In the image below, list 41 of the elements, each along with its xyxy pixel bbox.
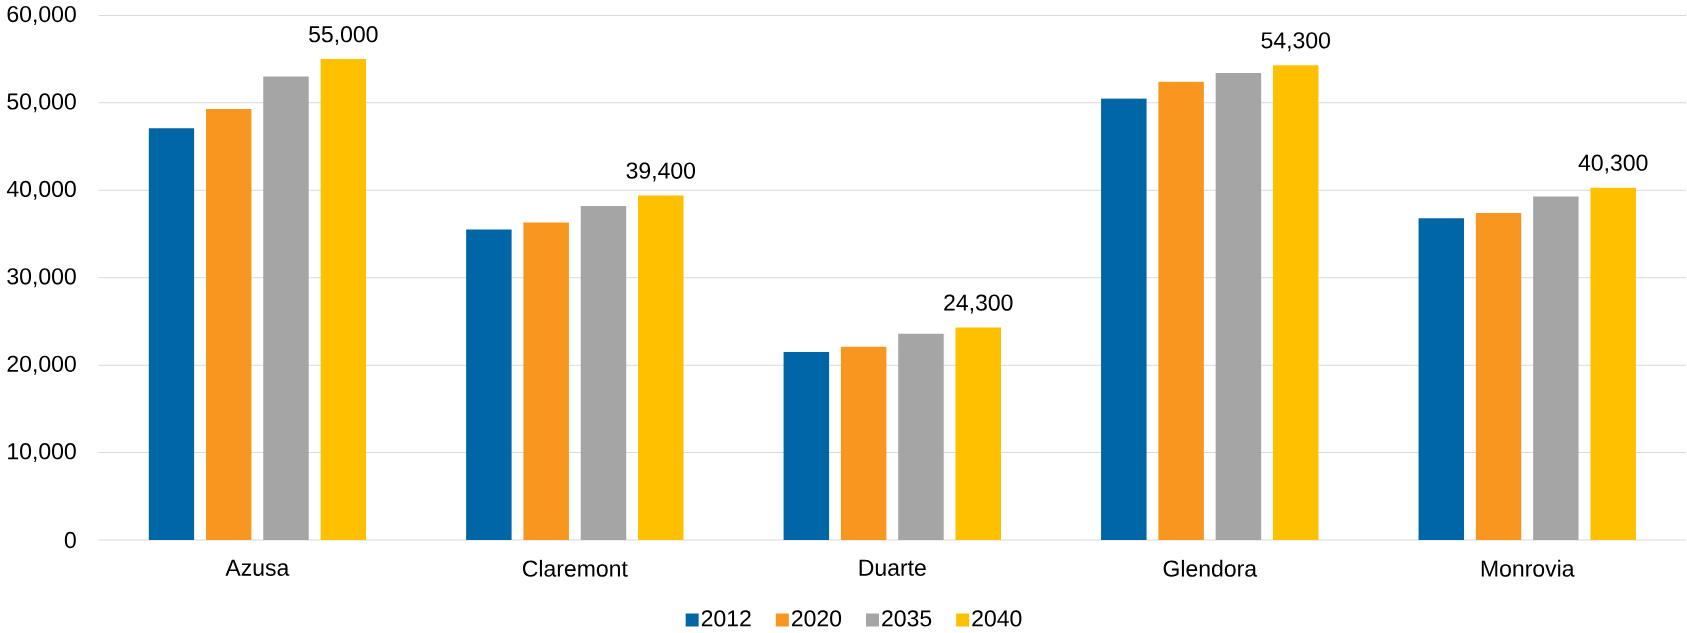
- bar: [638, 195, 684, 540]
- bar: [1215, 73, 1262, 540]
- bar: [1590, 187, 1636, 540]
- x-tick-label: Duarte: [859, 559, 926, 576]
- bar: [783, 352, 830, 540]
- bar: [1475, 213, 1522, 540]
- legend-label: 2012: [701, 610, 751, 627]
- y-tick-label: 50,000: [7, 93, 76, 113]
- bar: [840, 346, 887, 540]
- bar: [955, 327, 1001, 540]
- y-tick-label: 0: [64, 531, 76, 549]
- y-tick-label: 60,000: [7, 5, 76, 25]
- bar: [1272, 65, 1319, 540]
- bar: [1101, 98, 1147, 540]
- legend-label: 2040: [972, 610, 1022, 627]
- bar: [580, 206, 627, 540]
- y-tick-label: 10,000: [8, 443, 76, 463]
- bar: [263, 76, 309, 540]
- y-tick-label: 30,000: [7, 268, 76, 288]
- bar: [205, 108, 252, 540]
- bar: [523, 222, 569, 540]
- data-label: 24,300: [944, 294, 1013, 314]
- bar: [1418, 218, 1465, 540]
- x-tick-label: Azusa: [225, 559, 290, 576]
- bar: [466, 229, 512, 540]
- legend-label: 2035: [882, 610, 932, 627]
- x-tick-label: Glendora: [1163, 559, 1258, 577]
- data-label: 39,400: [626, 162, 696, 182]
- bar: [1533, 196, 1579, 540]
- data-label: 55,000: [309, 26, 378, 46]
- bar: [1158, 81, 1204, 540]
- y-tick-label: 40,000: [6, 180, 76, 200]
- y-tick-label: 20,000: [7, 355, 76, 375]
- x-tick-label: Monrovia: [1481, 559, 1575, 577]
- bar: [898, 333, 944, 540]
- bar: [148, 128, 195, 540]
- data-label: 40,300: [1578, 154, 1648, 174]
- bar: [320, 59, 367, 540]
- legend-label: 2020: [791, 610, 842, 627]
- x-tick-label: Claremont: [522, 559, 628, 577]
- data-label: 54,300: [1261, 32, 1330, 52]
